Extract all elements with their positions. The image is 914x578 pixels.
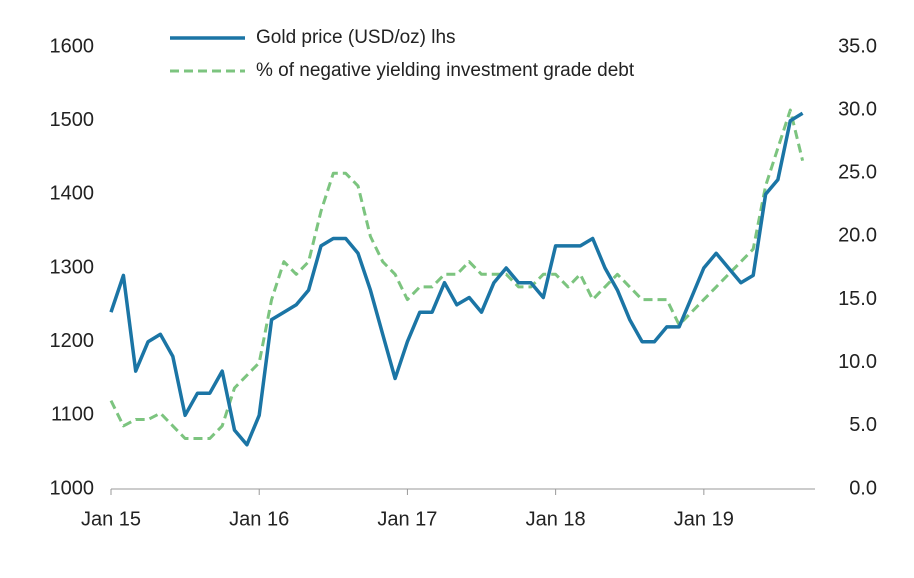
y2-tick-label: 10.0 <box>838 351 877 373</box>
y-tick-label: 1200 <box>50 330 95 352</box>
x-tick-label: Jan 16 <box>229 508 289 530</box>
y-tick-label: 1600 <box>50 35 95 57</box>
x-tick-label: Jan 17 <box>377 508 437 530</box>
series-line <box>109 108 805 440</box>
x-tick-label: Jan 19 <box>674 508 734 530</box>
y-tick-label: 1500 <box>50 109 95 131</box>
y2-tick-label: 25.0 <box>838 162 877 184</box>
x-tick-label: Jan 18 <box>526 508 586 530</box>
y2-tick-label: 15.0 <box>838 288 877 310</box>
y2-tick-label: 20.0 <box>838 225 877 247</box>
y2-tick-label: 35.0 <box>838 35 877 57</box>
series-line <box>109 111 804 447</box>
legend-label: Gold price (USD/oz) lhs <box>256 27 456 48</box>
y2-tick-label: 30.0 <box>838 98 877 120</box>
legend-label: % of negative yielding investment grade … <box>256 60 635 81</box>
y2-tick-label: 0.0 <box>849 477 877 499</box>
y-tick-label: 1300 <box>50 256 95 278</box>
y2-tick-label: 5.0 <box>849 414 877 436</box>
y-tick-label: 1000 <box>50 477 95 499</box>
x-tick-label: Jan 15 <box>81 508 141 530</box>
y-tick-label: 1400 <box>50 183 95 205</box>
y-tick-label: 1100 <box>51 404 94 426</box>
